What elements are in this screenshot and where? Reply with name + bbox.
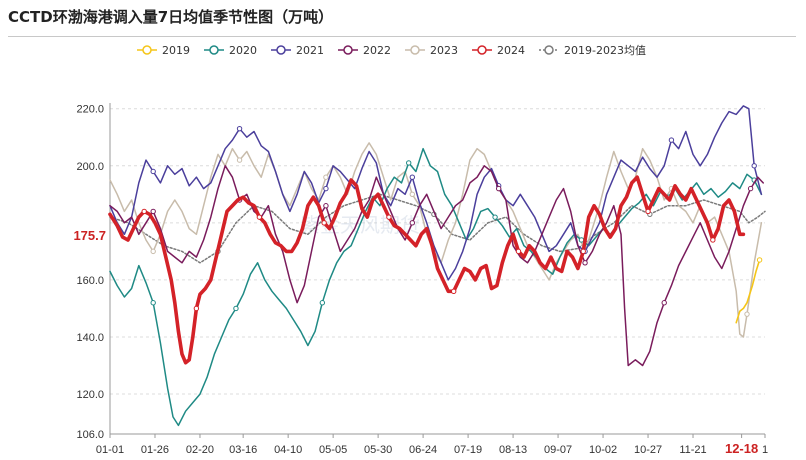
y-tick-label: 120.0 — [76, 389, 104, 401]
series-marker-2024 — [515, 248, 522, 255]
last-value-bg — [63, 225, 109, 245]
legend-label: 2020 — [229, 44, 257, 57]
series-marker-2020 — [150, 300, 156, 306]
y-tick-label: 106.0 — [76, 429, 104, 441]
series-line-2024 — [108, 175, 746, 365]
legend-swatch-marker — [544, 45, 554, 55]
legend-swatch-marker — [477, 45, 487, 55]
series-line-2023 — [109, 142, 763, 338]
series-line-2019 — [735, 259, 761, 324]
series-marker-2023 — [150, 248, 156, 255]
series-marker-2022 — [747, 185, 754, 192]
series-marker-2021 — [323, 185, 329, 192]
x-tick-label: 09-07 — [544, 444, 572, 456]
x-tick-label-highlight: 12-18 — [725, 441, 758, 456]
series-marker-2022 — [582, 260, 588, 266]
x-tick-label: 01-01 — [96, 444, 124, 456]
legend-swatch-marker — [343, 45, 353, 55]
legend-item-2020[interactable]: 2020 — [204, 44, 257, 57]
series-marker-2020 — [406, 160, 412, 166]
chart-legend[interactable]: 2019 2020 2021 2022 2023 2024 2019-2023均值 — [137, 44, 646, 57]
series-marker-2022 — [323, 203, 329, 209]
series-marker-2021 — [409, 174, 416, 180]
series-marker-2021 — [668, 137, 675, 143]
last-value-label: 175.7 — [73, 228, 106, 243]
series-marker-2024 — [580, 248, 586, 255]
series-line-2021 — [109, 105, 763, 281]
x-tick-label: 04-10 — [274, 444, 302, 456]
series-marker-2021 — [150, 168, 156, 175]
legend-item-2022[interactable]: 2022 — [338, 44, 391, 57]
series-marker-2021 — [751, 163, 757, 169]
series-marker-2023 — [236, 157, 243, 163]
legend-swatch-marker — [410, 45, 420, 55]
x-tick-label: 05-05 — [319, 444, 347, 456]
series-marker-2022 — [409, 220, 416, 226]
chart-title: CCTD环渤海港调入量7日均值季节性图（万吨） — [8, 8, 334, 26]
series-line-2022 — [109, 165, 764, 367]
series-marker-2020 — [578, 237, 585, 243]
x-tick-label: 06-24 — [409, 444, 437, 456]
legend-label: 2023 — [430, 44, 458, 57]
legend-label: 2019 — [162, 44, 190, 57]
legend-label: 2024 — [497, 44, 525, 57]
legend-label: 2021 — [296, 44, 324, 57]
legend-swatch-marker — [276, 45, 286, 55]
legend-item-2019[interactable]: 2019 — [137, 44, 190, 57]
series-marker-2024 — [645, 208, 651, 215]
legend-swatch-marker — [209, 45, 219, 55]
series-marker-2019 — [756, 257, 763, 263]
x-tick-label: 02-20 — [186, 444, 214, 456]
series-marker-2024 — [710, 237, 716, 243]
series-marker-2024 — [450, 288, 457, 295]
x-tick-label: 03-16 — [229, 444, 257, 456]
x-tick-label: 10-27 — [634, 444, 662, 456]
value-labels: 175.7 — [63, 225, 109, 245]
series-marker-2020 — [233, 305, 239, 312]
legend-item-2021[interactable]: 2021 — [271, 44, 324, 57]
y-tick-label: 200.0 — [76, 161, 104, 173]
series-marker-2024 — [256, 214, 263, 220]
x-tick-label: 11-21 — [679, 444, 706, 456]
legend-swatch-marker — [142, 45, 152, 55]
series-marker-2024 — [386, 214, 392, 220]
legend-label: 2019-2023均值 — [564, 44, 646, 57]
y-tick-label: 220.0 — [76, 104, 104, 116]
x-tick-label: 05-30 — [364, 444, 392, 456]
series-marker-2021 — [236, 125, 243, 132]
series-marker-2024 — [141, 208, 147, 215]
y-tick-label: 160.0 — [76, 275, 104, 287]
series-marker-2024 — [193, 305, 200, 312]
x-tick-label: 08-13 — [499, 444, 527, 456]
legend-item-2019-2023均值[interactable]: 2019-2023均值 — [539, 44, 646, 57]
series-marker-2020 — [319, 300, 326, 306]
x-tick-label: 07-19 — [454, 444, 482, 456]
title-divider — [8, 36, 796, 37]
legend-label: 2022 — [363, 44, 391, 57]
series-marker-2023 — [323, 174, 329, 180]
legend-item-2024[interactable]: 2024 — [472, 44, 525, 57]
series-marker-2023 — [409, 191, 416, 198]
legend-item-2023[interactable]: 2023 — [405, 44, 458, 57]
x-tick-label: 10-02 — [589, 444, 617, 456]
x-tick-label: 01-26 — [141, 444, 169, 456]
series-marker-2022 — [661, 300, 667, 306]
y-tick-label: 140.0 — [76, 332, 104, 344]
series-marker-2022 — [495, 185, 502, 192]
series-marker-2024 — [321, 220, 327, 226]
x-tick-label: 1 — [762, 444, 768, 456]
axes: 106.0 120.0 140.0 160.0 200.0 220.0 01-01 01-26… — [76, 103, 768, 456]
series-marker-2023 — [744, 311, 750, 317]
series-marker-2022 — [150, 208, 156, 215]
series-marker-2020 — [492, 214, 498, 220]
plot-area — [108, 105, 766, 427]
